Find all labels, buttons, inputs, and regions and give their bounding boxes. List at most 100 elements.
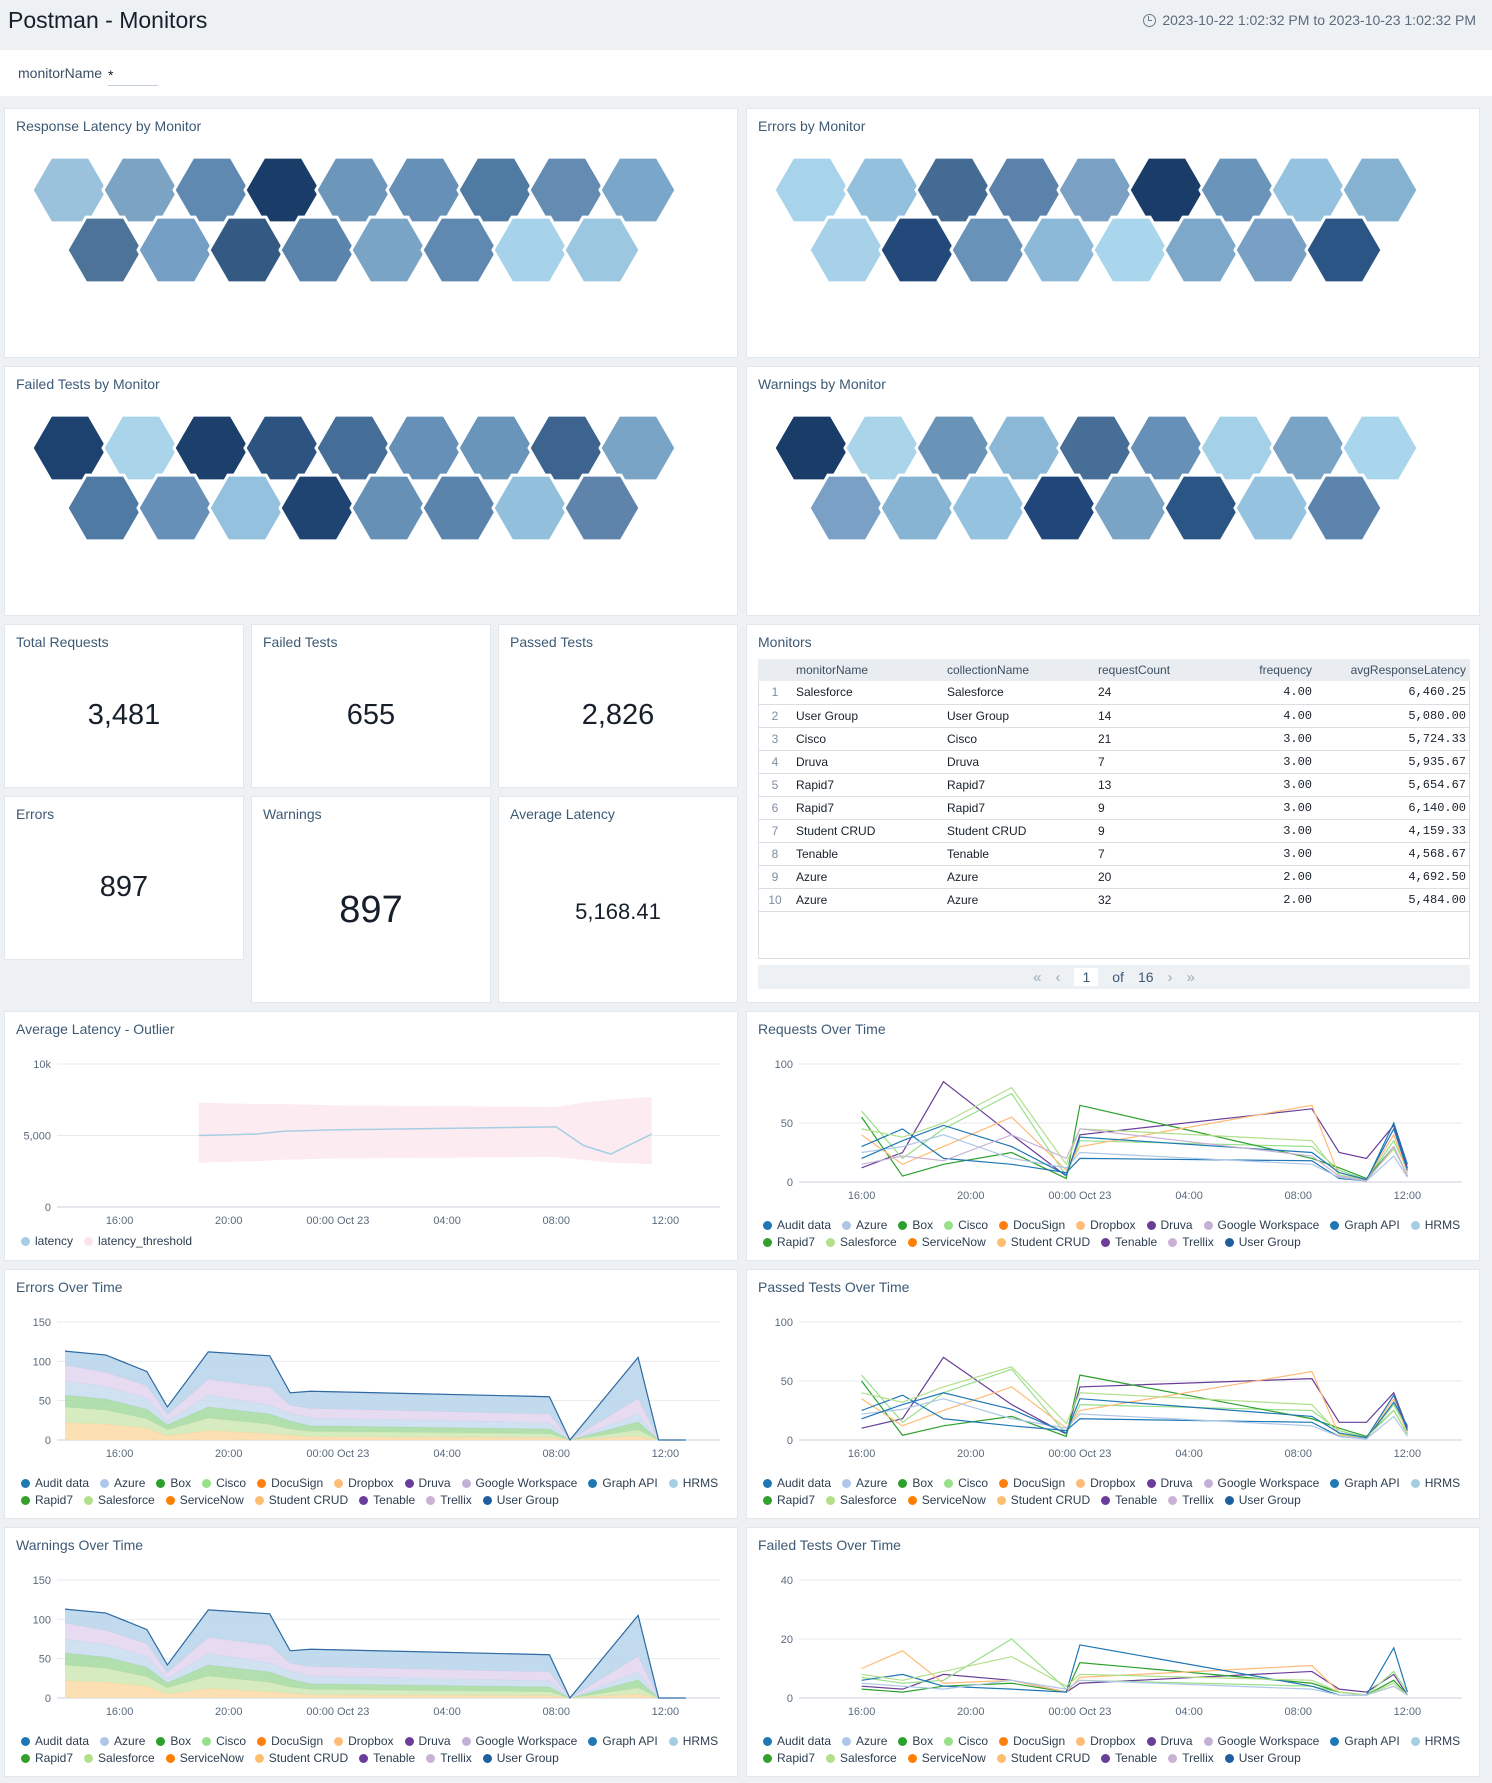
first-page-icon[interactable]: « — [1033, 968, 1042, 986]
legend-item[interactable]: Salesforce — [84, 1493, 155, 1507]
column-header-frequency[interactable]: frequency — [1219, 659, 1316, 681]
area-layer-salesforce[interactable] — [65, 1664, 686, 1698]
honeycomb-cell[interactable] — [491, 215, 571, 285]
legend-item[interactable]: Cisco — [944, 1476, 988, 1490]
series-line-azure[interactable] — [861, 1679, 1408, 1696]
series-line-azure[interactable] — [861, 1134, 1408, 1182]
legend-item[interactable]: ServiceNow — [165, 1493, 244, 1507]
honeycomb-cell[interactable] — [1127, 155, 1207, 225]
area-layer-salesforce[interactable] — [65, 1406, 686, 1440]
legend-item[interactable]: DocuSign — [999, 1734, 1065, 1748]
legend-item[interactable]: HRMS — [668, 1476, 718, 1490]
legend-item[interactable]: Graph API — [1330, 1476, 1400, 1490]
legend-item[interactable]: Dropbox — [334, 1734, 394, 1748]
table-row[interactable]: 4 Druva Druva 7 3.00 5,935.67 — [758, 750, 1470, 774]
series-line-graph-api[interactable] — [861, 1124, 1408, 1181]
legend-item[interactable]: ServiceNow — [907, 1751, 986, 1765]
honeycomb-cell[interactable] — [562, 473, 642, 543]
honeycomb-cell[interactable] — [878, 473, 958, 543]
legend-item[interactable]: Salesforce — [826, 1751, 897, 1765]
table-row[interactable]: 10 Azure Azure 32 2.00 5,484.00 — [758, 888, 1470, 912]
legend-item[interactable]: ServiceNow — [165, 1751, 244, 1765]
honeycomb-cell[interactable] — [65, 215, 145, 285]
honeycomb-cell[interactable] — [598, 413, 678, 483]
next-page-icon[interactable]: › — [1167, 968, 1173, 986]
column-header-requestcount[interactable]: requestCount — [1094, 659, 1219, 681]
area-layer-hrms[interactable] — [65, 1609, 686, 1698]
honeycomb-cell[interactable] — [878, 215, 958, 285]
honeycomb-cell[interactable] — [772, 155, 852, 225]
legend-item[interactable]: HRMS — [1410, 1218, 1460, 1232]
legend-item[interactable]: Azure — [100, 1476, 145, 1490]
honeycomb-cell[interactable] — [314, 413, 394, 483]
legend-item[interactable]: Box — [156, 1476, 191, 1490]
honeycomb-cell[interactable] — [985, 155, 1065, 225]
legend-item[interactable]: Dropbox — [334, 1476, 394, 1490]
legend-item[interactable]: Graph API — [588, 1476, 658, 1490]
legend-item[interactable]: Tenable — [1101, 1493, 1157, 1507]
honeycomb-cell[interactable] — [101, 155, 181, 225]
legend-item[interactable]: Google Workspace — [461, 1476, 577, 1490]
table-row[interactable]: 1 Salesforce Salesforce 24 4.00 6,460.25 — [758, 681, 1470, 705]
legend-item[interactable]: ServiceNow — [907, 1235, 986, 1249]
legend-item[interactable]: Audit data — [21, 1476, 89, 1490]
honeycomb-cell[interactable] — [136, 215, 216, 285]
honeycomb-cell[interactable] — [772, 413, 852, 483]
area-layer-google-workspace[interactable] — [65, 1365, 686, 1440]
legend-item[interactable]: Tenable — [1101, 1235, 1157, 1249]
series-line-audit-data[interactable] — [861, 1644, 1408, 1696]
honeycomb-cell[interactable] — [1056, 155, 1136, 225]
honeycomb-cell[interactable] — [30, 413, 110, 483]
legend-item[interactable]: HRMS — [1410, 1734, 1460, 1748]
honeycomb-cell[interactable] — [1340, 155, 1420, 225]
legend-item[interactable]: Student CRUD — [254, 1751, 348, 1765]
honeycomb-cell[interactable] — [101, 413, 181, 483]
area-layer-dropbox[interactable] — [65, 1680, 686, 1698]
legend-item[interactable]: Google Workspace — [1203, 1476, 1319, 1490]
legend-item[interactable]: User Group — [1224, 1493, 1301, 1507]
legend-item[interactable]: ServiceNow — [907, 1493, 986, 1507]
series-line-graph-api[interactable] — [861, 1392, 1408, 1439]
honeycomb-cell[interactable] — [598, 155, 678, 225]
table-row[interactable]: 2 User Group User Group 14 4.00 5,080.00 — [758, 704, 1470, 728]
legend-item[interactable]: DocuSign — [257, 1734, 323, 1748]
honeycomb-cell[interactable] — [1127, 413, 1207, 483]
legend-item[interactable]: latency_threshold — [84, 1234, 192, 1248]
honeycomb-cell[interactable] — [136, 473, 216, 543]
legend-item[interactable]: Audit data — [763, 1734, 831, 1748]
honeycomb-cell[interactable] — [491, 473, 571, 543]
series-line-box[interactable] — [861, 1104, 1408, 1180]
column-header-avgresponselatency[interactable]: avgResponseLatency — [1316, 659, 1470, 681]
series-line-druva[interactable] — [861, 1670, 1408, 1696]
legend-item[interactable]: Trellix — [426, 1751, 472, 1765]
honeycomb-cell[interactable] — [1198, 155, 1278, 225]
legend-item[interactable]: Dropbox — [1076, 1218, 1136, 1232]
honeycomb-cell[interactable] — [1162, 215, 1242, 285]
legend-item[interactable]: Azure — [100, 1734, 145, 1748]
legend-item[interactable]: Audit data — [763, 1218, 831, 1232]
honeycomb-cell[interactable] — [1198, 413, 1278, 483]
honeycomb-cell[interactable] — [278, 473, 358, 543]
legend-item[interactable]: Audit data — [21, 1734, 89, 1748]
table-row[interactable]: 9 Azure Azure 20 2.00 4,692.50 — [758, 865, 1470, 889]
honeycomb-cell[interactable] — [949, 215, 1029, 285]
legend-item[interactable]: Dropbox — [1076, 1476, 1136, 1490]
series-line-dropbox[interactable] — [861, 1104, 1408, 1181]
table-row[interactable]: 6 Rapid7 Rapid7 9 3.00 6,140.00 — [758, 796, 1470, 820]
area-layer-google-workspace[interactable] — [65, 1623, 686, 1698]
honeycomb-cell[interactable] — [527, 413, 607, 483]
honeycomb-cell[interactable] — [1269, 413, 1349, 483]
legend-item[interactable]: Cisco — [944, 1734, 988, 1748]
series-line-druva[interactable] — [861, 1356, 1408, 1435]
honeycomb-cell[interactable] — [1269, 155, 1349, 225]
legend-item[interactable]: Druva — [1146, 1476, 1193, 1490]
legend-item[interactable]: Google Workspace — [1203, 1734, 1319, 1748]
honeycomb-cell[interactable] — [1091, 473, 1171, 543]
legend-item[interactable]: DocuSign — [257, 1476, 323, 1490]
series-line-trellix[interactable] — [861, 1128, 1408, 1182]
honeycomb-cell[interactable] — [349, 473, 429, 543]
legend-item[interactable]: Box — [156, 1734, 191, 1748]
honeycomb-cell[interactable] — [1020, 215, 1100, 285]
series-line-salesforce[interactable] — [861, 1656, 1408, 1696]
legend-item[interactable]: Student CRUD — [254, 1493, 348, 1507]
